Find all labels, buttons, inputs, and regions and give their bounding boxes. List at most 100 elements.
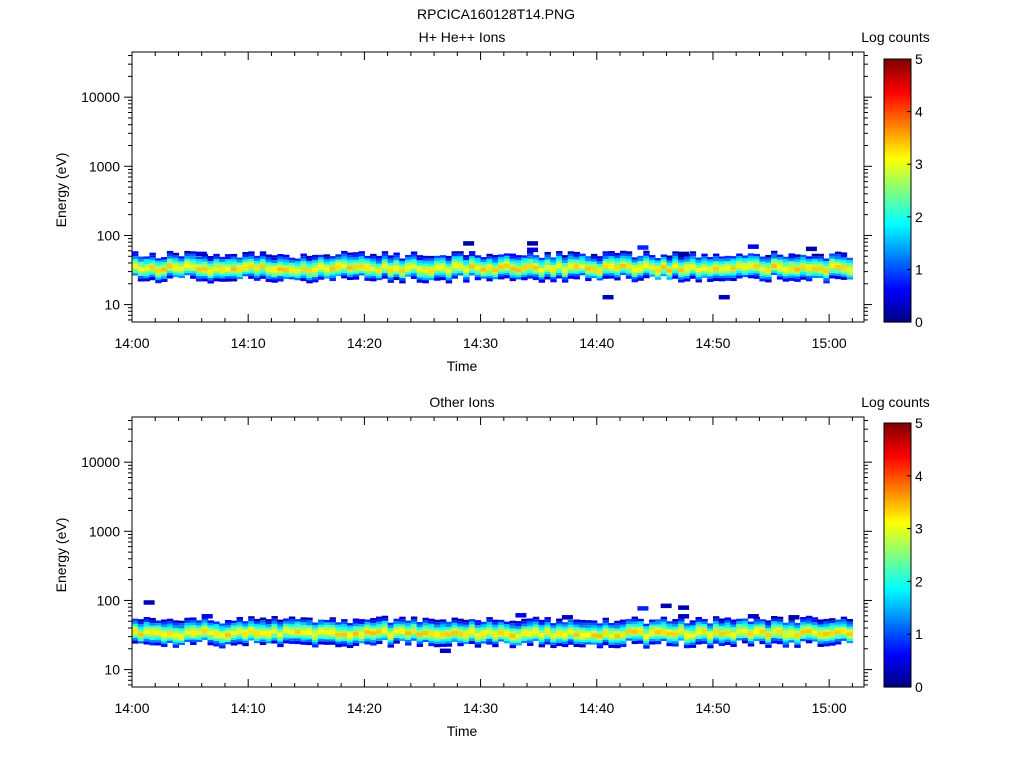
colorbar-segment bbox=[884, 201, 911, 205]
band-cell bbox=[823, 638, 830, 641]
band-cell bbox=[410, 629, 418, 634]
band-cell bbox=[521, 255, 528, 258]
band-cell bbox=[410, 261, 418, 265]
band-cell bbox=[550, 644, 557, 649]
band-cell bbox=[747, 632, 755, 637]
band-cell bbox=[712, 616, 720, 619]
band-cell bbox=[370, 639, 377, 643]
band-cell bbox=[335, 630, 342, 633]
band-cell bbox=[376, 626, 383, 630]
colorbar-segment bbox=[884, 219, 911, 223]
band-cell bbox=[672, 275, 679, 279]
band-cell bbox=[660, 265, 668, 270]
band-cell bbox=[172, 620, 180, 623]
band-cell bbox=[672, 268, 679, 272]
band-cell bbox=[254, 640, 261, 644]
band-cell bbox=[544, 630, 551, 635]
band-cell bbox=[840, 619, 848, 622]
band-cell bbox=[620, 255, 627, 259]
band-cell bbox=[312, 279, 319, 283]
band-cell bbox=[410, 271, 418, 274]
band-cell bbox=[230, 635, 238, 638]
band-cell bbox=[236, 636, 243, 639]
band-cell bbox=[596, 266, 604, 270]
band-cell bbox=[381, 268, 389, 271]
band-cell bbox=[805, 264, 813, 267]
band-cell bbox=[689, 630, 697, 634]
band-cell bbox=[608, 275, 615, 279]
band-cell bbox=[422, 268, 429, 274]
band-cell bbox=[579, 270, 586, 273]
band-cell bbox=[259, 634, 267, 638]
band-cell bbox=[771, 255, 778, 259]
band-cell bbox=[132, 270, 139, 274]
band-cell bbox=[329, 634, 336, 637]
colorbar-segment bbox=[884, 69, 911, 73]
band-cell bbox=[364, 263, 371, 267]
band-cell bbox=[695, 622, 702, 625]
band-cell bbox=[410, 626, 418, 630]
band-cell bbox=[149, 631, 156, 636]
band-cell bbox=[776, 276, 784, 280]
band-cell bbox=[643, 263, 650, 268]
colorbar-segment bbox=[884, 438, 911, 443]
band-cell bbox=[387, 275, 395, 278]
band-cell bbox=[213, 640, 220, 644]
band-cell bbox=[457, 261, 464, 265]
band-cell bbox=[166, 270, 174, 273]
band-cell bbox=[376, 275, 383, 278]
band-cell bbox=[137, 261, 145, 265]
band-cell bbox=[434, 630, 441, 633]
band-cell bbox=[335, 259, 342, 263]
band-cell bbox=[811, 258, 819, 262]
band-cell bbox=[707, 264, 714, 268]
band-cell bbox=[509, 266, 517, 271]
band-cell bbox=[567, 639, 575, 642]
colorbar-segment bbox=[884, 222, 911, 226]
band-cell bbox=[701, 261, 708, 264]
band-cell bbox=[265, 626, 273, 630]
band-cell bbox=[567, 275, 575, 279]
band-cell bbox=[614, 260, 621, 264]
band-cell bbox=[439, 272, 447, 275]
band-cell bbox=[544, 251, 551, 255]
band-cell bbox=[771, 261, 778, 264]
band-cell bbox=[736, 621, 743, 624]
band-cell bbox=[730, 624, 737, 628]
band-cell bbox=[730, 627, 737, 630]
band-cell bbox=[521, 274, 528, 278]
band-cell bbox=[463, 619, 470, 623]
band-cell bbox=[230, 278, 238, 282]
band-cell bbox=[381, 273, 389, 276]
band-cell bbox=[602, 271, 609, 274]
band-cell bbox=[399, 260, 406, 264]
band-cell bbox=[590, 630, 598, 634]
band-cell bbox=[643, 628, 650, 632]
band-cell bbox=[370, 275, 377, 279]
band-cell bbox=[649, 257, 656, 261]
band-cell bbox=[759, 633, 766, 637]
band-cell bbox=[457, 618, 464, 622]
band-cell bbox=[178, 623, 185, 626]
band-cell bbox=[178, 642, 185, 645]
band-cell bbox=[701, 275, 708, 278]
band-cell bbox=[137, 273, 145, 276]
band-cell bbox=[800, 269, 807, 272]
band-cell bbox=[387, 639, 395, 643]
band-cell bbox=[341, 624, 348, 627]
band-cell bbox=[811, 266, 819, 271]
band-cell bbox=[480, 259, 487, 263]
band-cell bbox=[242, 621, 249, 624]
band-cell bbox=[283, 265, 290, 268]
band-cell bbox=[474, 637, 482, 640]
band-cell bbox=[364, 277, 371, 281]
band-cell bbox=[805, 620, 813, 624]
band-cell bbox=[300, 270, 307, 274]
band-cell bbox=[474, 260, 482, 264]
band-cell bbox=[143, 638, 151, 642]
band-cell bbox=[137, 632, 145, 637]
band-cell bbox=[840, 621, 848, 625]
band-cell bbox=[265, 254, 273, 258]
colorbar-segment bbox=[884, 106, 911, 110]
band-cell bbox=[184, 625, 191, 629]
